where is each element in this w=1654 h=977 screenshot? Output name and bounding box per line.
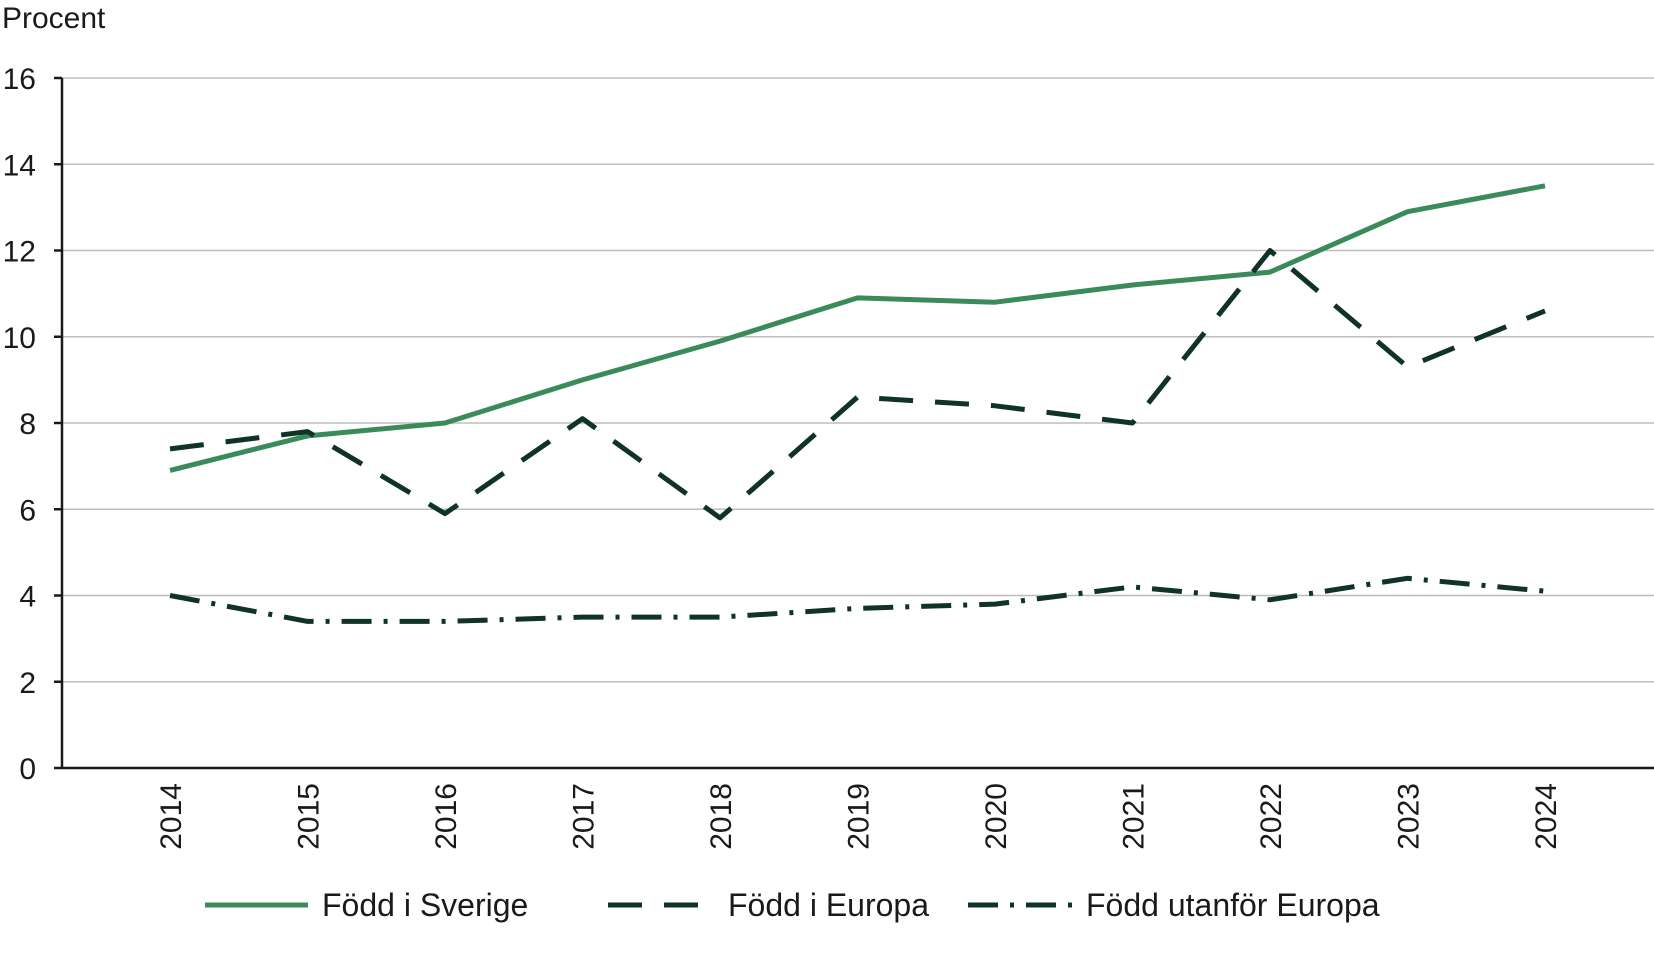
- x-tick-label: 2017: [568, 783, 601, 850]
- y-tick-label: 8: [19, 408, 36, 441]
- y-axis-label: Procent: [2, 2, 106, 35]
- x-tick-label: 2023: [1393, 783, 1426, 850]
- legend: Född i Sverige Född i Europa Född utanför …: [205, 887, 1380, 923]
- legend-item-1: Född i Sverige: [205, 887, 528, 923]
- x-tick-label: 2014: [155, 783, 188, 850]
- y-tick-label: 0: [19, 753, 36, 786]
- series-line-1: [169, 183, 1546, 473]
- legend-label: Född utanför Europa: [1086, 887, 1380, 923]
- x-tick-label: 2019: [843, 783, 876, 850]
- y-tick-label: 16: [3, 63, 36, 96]
- series-lines: [169, 183, 1546, 624]
- legend-item-2: Född i Europa: [608, 887, 929, 923]
- series-line-3: [169, 575, 1546, 624]
- legend-item-3: Född utanför Europa: [968, 887, 1380, 923]
- x-tick-label: 2020: [980, 783, 1013, 850]
- x-tick-label: 2022: [1255, 783, 1288, 850]
- x-tick-label: 2018: [705, 783, 738, 850]
- gridlines: [62, 77, 1654, 683]
- y-tick-label: 10: [3, 322, 36, 355]
- legend-label: Född i Sverige: [322, 887, 528, 923]
- x-tick-label: 2021: [1118, 783, 1151, 850]
- y-tick-label: 2: [19, 667, 36, 700]
- x-tick-label: 2016: [430, 783, 463, 850]
- y-tick-label: 14: [3, 149, 36, 182]
- y-tick-label: 12: [3, 236, 36, 269]
- series-line-2: [169, 248, 1546, 521]
- y-tick-label: 4: [19, 581, 36, 614]
- x-tick-label: 2024: [1530, 783, 1563, 850]
- legend-label: Född i Europa: [728, 887, 929, 923]
- x-tick-label: 2015: [293, 783, 326, 850]
- axes: Procent 0 2 4 6 8 10 12 14 16 2014 2015 2016 2017 201…: [2, 2, 1654, 850]
- y-tick-label: 6: [19, 494, 36, 527]
